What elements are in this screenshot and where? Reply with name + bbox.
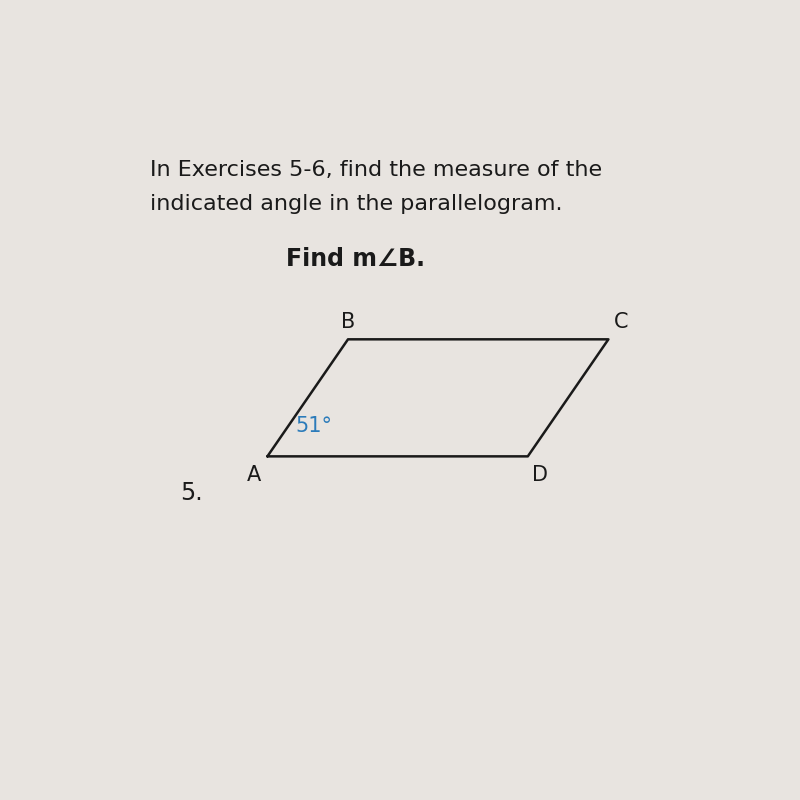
- Text: A: A: [246, 465, 261, 485]
- Text: 51°: 51°: [295, 415, 332, 435]
- Text: Find m∠B.: Find m∠B.: [286, 247, 425, 271]
- Text: C: C: [614, 312, 628, 332]
- Text: D: D: [532, 465, 548, 485]
- Text: B: B: [341, 312, 355, 332]
- Text: 5.: 5.: [181, 482, 203, 506]
- Text: indicated angle in the parallelogram.: indicated angle in the parallelogram.: [150, 194, 562, 214]
- Text: In Exercises 5-6, find the measure of the: In Exercises 5-6, find the measure of th…: [150, 160, 602, 180]
